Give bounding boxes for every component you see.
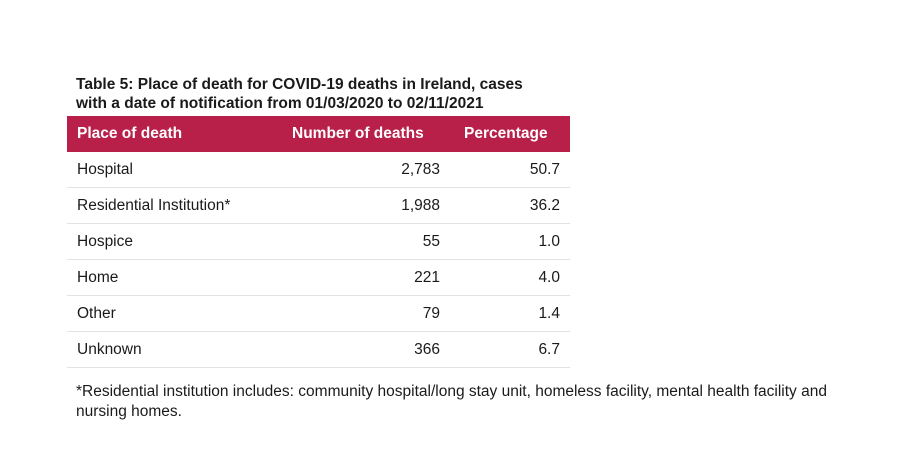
cell-deaths: 366 (275, 331, 452, 368)
cell-percentage: 50.7 (452, 152, 570, 188)
cell-deaths: 2,783 (275, 152, 452, 188)
header-number-of-deaths: Number of deaths (275, 116, 452, 152)
cell-deaths: 79 (275, 295, 452, 332)
table-row: Other 79 1.4 (67, 295, 570, 332)
caption-line-2: with a date of notification from 01/03/2… (76, 95, 484, 112)
cell-percentage: 4.0 (452, 259, 570, 296)
cell-place: Hospice (67, 223, 275, 260)
caption-line-1: Table 5: Place of death for COVID-19 dea… (76, 76, 523, 93)
cell-place: Other (67, 295, 275, 332)
place-of-death-table: Place of death Number of deaths Percenta… (67, 116, 570, 368)
header-place-of-death: Place of death (67, 116, 275, 152)
cell-percentage: 36.2 (452, 187, 570, 224)
table-caption: Table 5: Place of death for COVID-19 dea… (76, 75, 596, 113)
table-header-row: Place of death Number of deaths Percenta… (67, 116, 570, 152)
cell-percentage: 1.4 (452, 295, 570, 332)
cell-place: Hospital (67, 152, 275, 188)
header-percentage: Percentage (452, 116, 570, 152)
table-row: Hospice 55 1.0 (67, 223, 570, 260)
cell-deaths: 1,988 (275, 187, 452, 224)
cell-place: Residential Institution* (67, 187, 275, 224)
table-row: Hospital 2,783 50.7 (67, 152, 570, 188)
cell-percentage: 1.0 (452, 223, 570, 260)
table-row: Residential Institution* 1,988 36.2 (67, 187, 570, 224)
cell-place: Unknown (67, 331, 275, 368)
cell-deaths: 221 (275, 259, 452, 296)
cell-place: Home (67, 259, 275, 296)
table-row: Home 221 4.0 (67, 259, 570, 296)
cell-deaths: 55 (275, 223, 452, 260)
table-footnote: *Residential institution includes: commu… (76, 383, 827, 420)
cell-percentage: 6.7 (452, 331, 570, 368)
table-row: Unknown 366 6.7 (67, 331, 570, 368)
